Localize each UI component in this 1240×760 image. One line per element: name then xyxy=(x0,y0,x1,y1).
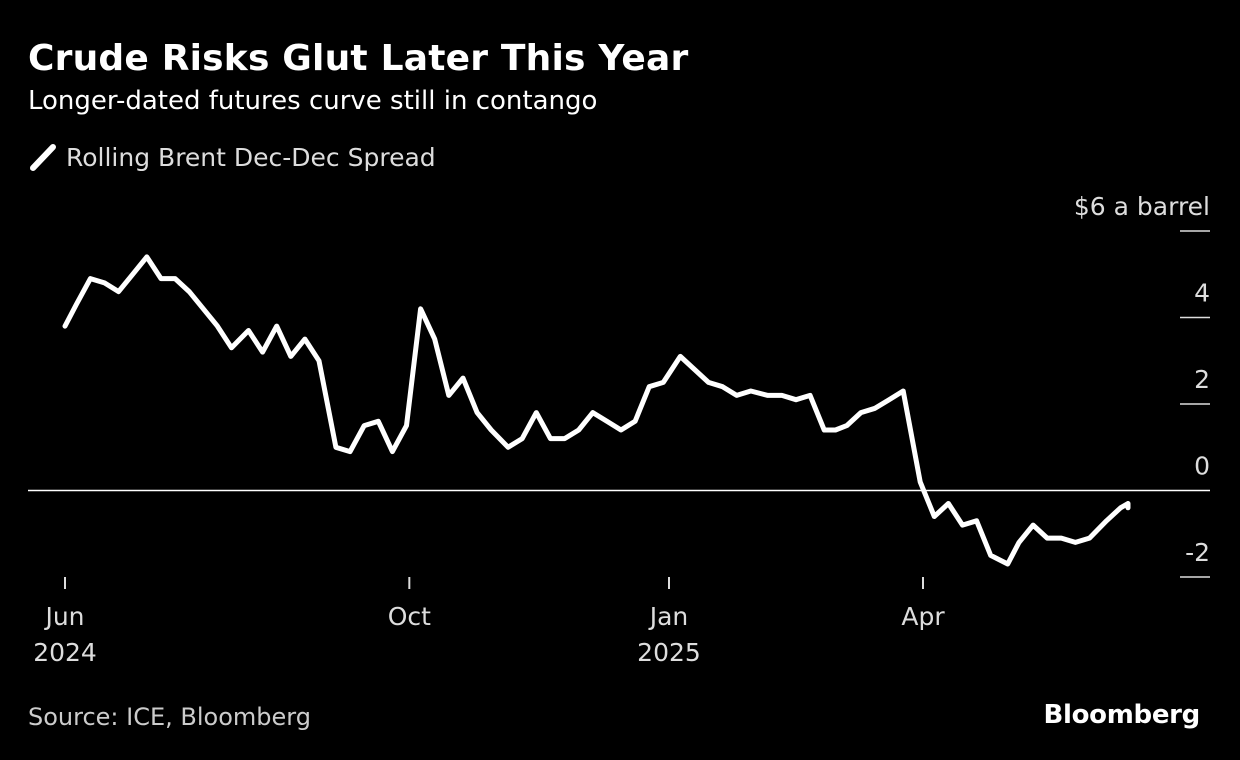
source-note: Source: ICE, Bloomberg xyxy=(28,703,311,731)
legend-label: Rolling Brent Dec-Dec Spread xyxy=(66,142,436,172)
series-line-brent-spread xyxy=(62,254,1131,567)
line-chart: $6 a barrel 4 2 0 -2 Jun 2024 Oct Jan 2025 Apr xyxy=(28,192,1210,667)
series-group xyxy=(62,254,1131,567)
x-tick-label: Apr xyxy=(901,602,945,631)
chart-subtitle: Longer-dated futures curve still in cont… xyxy=(28,86,598,116)
y-tick-label: 4 xyxy=(1194,279,1210,308)
x-axis: Jun 2024 Oct Jan 2025 Apr xyxy=(33,577,945,667)
y-gridlines xyxy=(28,230,1210,578)
y-tick-labels: $6 a barrel 4 2 0 -2 xyxy=(1074,192,1210,567)
x-tick-year-label: 2024 xyxy=(33,638,97,667)
y-tick-label: 0 xyxy=(1194,452,1210,481)
x-tick-label: Jan xyxy=(648,602,689,631)
x-tick-label: Oct xyxy=(388,602,431,631)
y-tick-label: 2 xyxy=(1194,365,1210,394)
x-tick-year-label: 2025 xyxy=(637,638,701,667)
legend: Rolling Brent Dec-Dec Spread xyxy=(28,142,436,172)
y-tick-label: -2 xyxy=(1185,538,1210,567)
y-tick-label: $6 a barrel xyxy=(1074,192,1210,221)
bloomberg-logo: Bloomberg xyxy=(1043,700,1200,730)
x-tick-label: Jun xyxy=(43,602,84,631)
chart-title: Crude Risks Glut Later This Year xyxy=(28,38,689,79)
legend-swatch-icon xyxy=(30,144,56,171)
